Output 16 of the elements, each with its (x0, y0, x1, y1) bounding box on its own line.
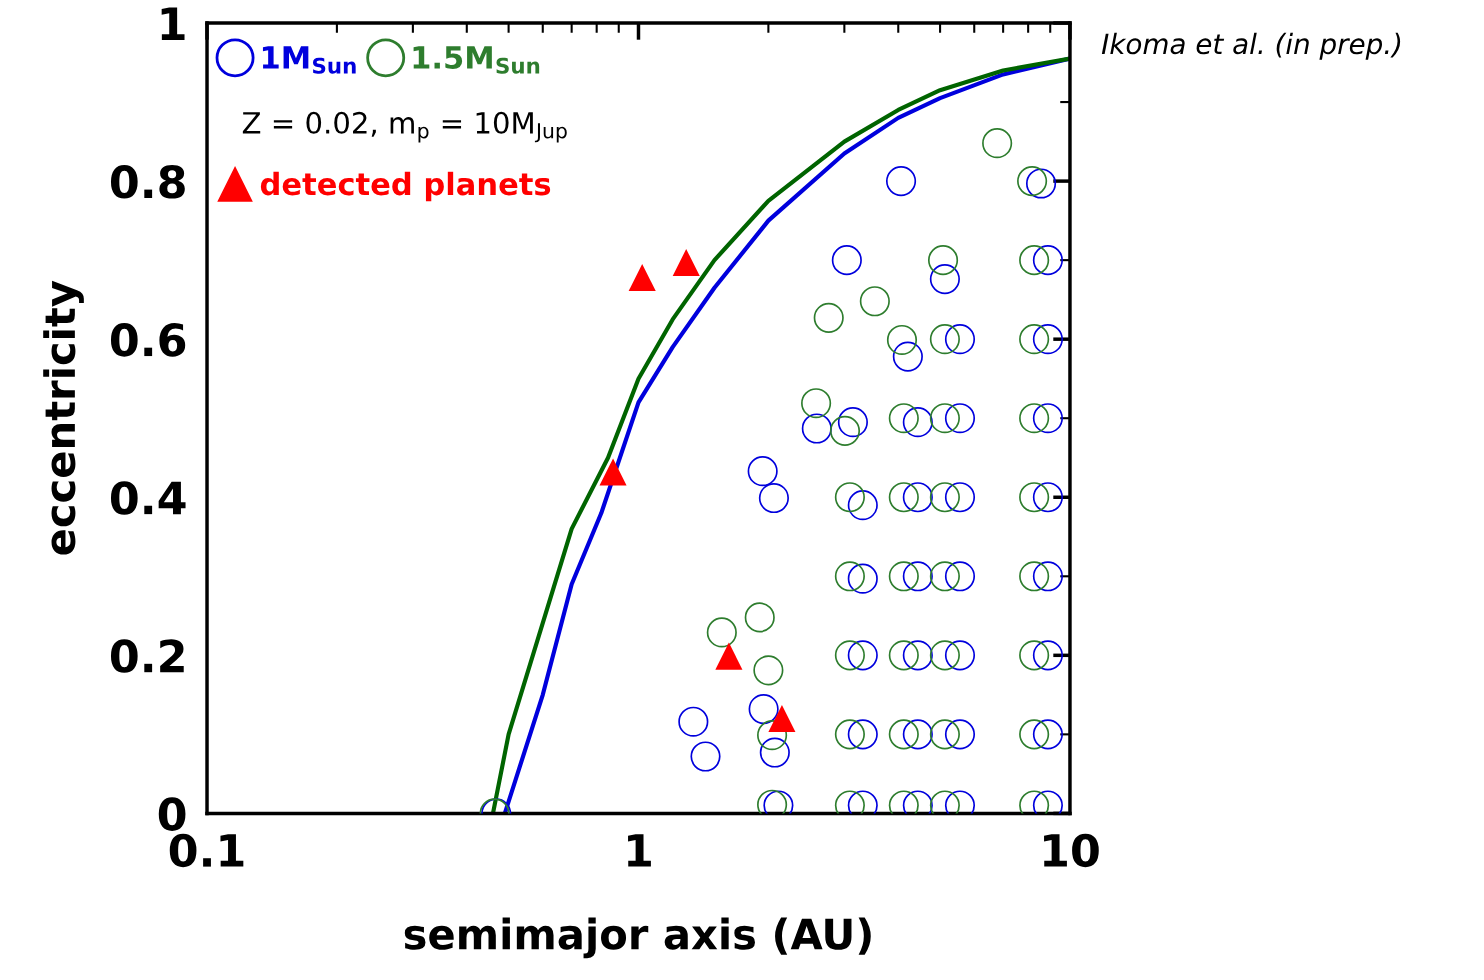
y-tick-label: 0 (158, 797, 186, 831)
legend-label: 1.5M$_{Sun}$ (413, 46, 540, 74)
y-tick-label: 0.4 (110, 481, 186, 515)
y-tick-label: 0.2 (110, 639, 184, 673)
x-tick-label: 1 (628, 834, 651, 867)
text: Ikoma et al. (in prep.) (1101, 32, 1401, 60)
x-axis-title: semimajor axis (AU) (404, 917, 871, 959)
y-tick-label: 0.8 (110, 165, 185, 199)
x-tick-label: 10 (1044, 833, 1099, 868)
y-tick-label: 0.6 (110, 323, 186, 357)
legend-label: 1M$_{Sun}$ (262, 46, 356, 74)
legend-label: detected planets (260, 171, 551, 202)
x-tick-label: 0.1 (169, 833, 244, 868)
y-axis-title: eccentricity (43, 280, 84, 555)
annotation: Z = 0.02, m$_{p}$ = 10M$_{Jup}$ (242, 111, 567, 143)
y-tick-label: 1 (161, 7, 185, 40)
